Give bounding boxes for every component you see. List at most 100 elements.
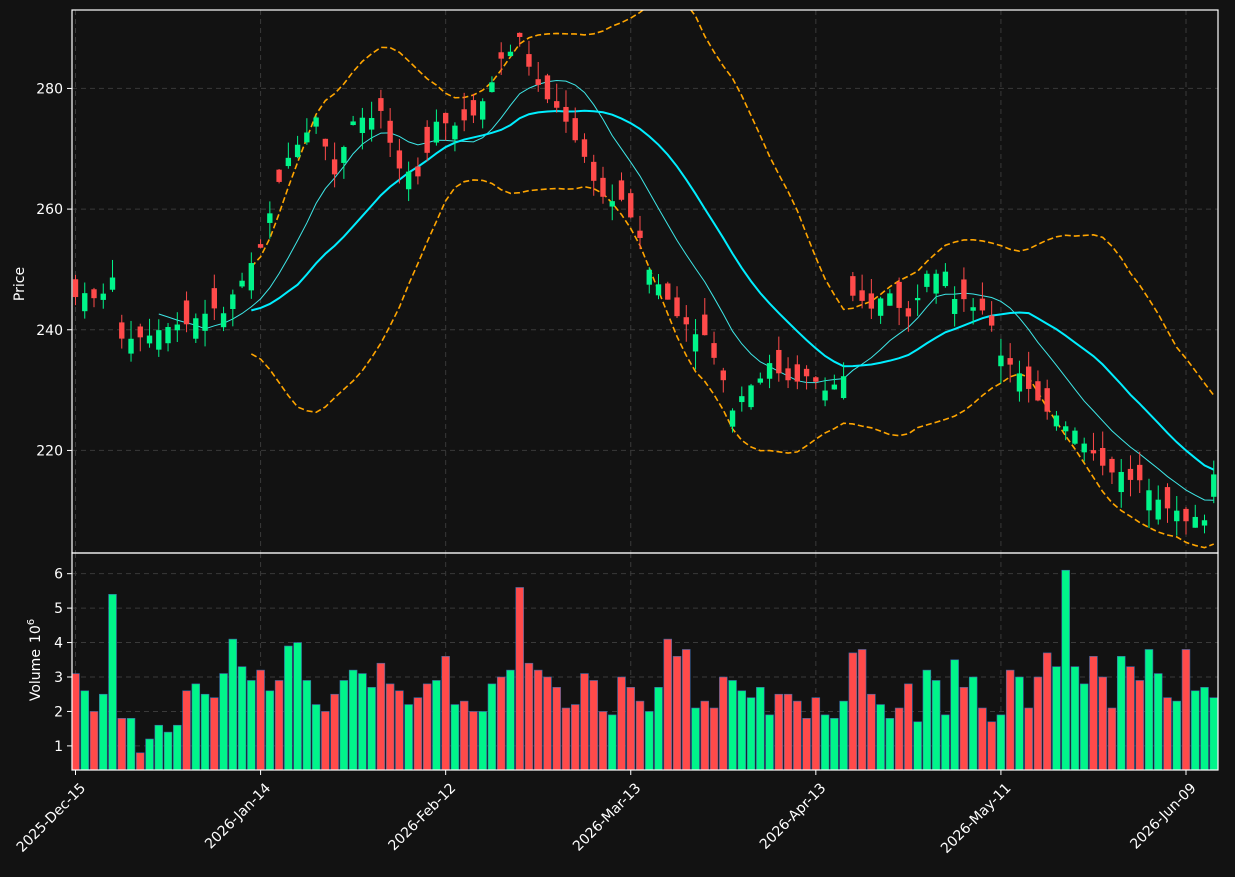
volume-bar: [691, 707, 700, 770]
candlestick: [785, 357, 791, 389]
candle-body: [720, 370, 726, 381]
candle-body: [211, 288, 217, 309]
candlestick: [230, 289, 236, 327]
candle-body: [544, 75, 551, 100]
price-tick-label: 260: [36, 202, 63, 218]
volume-bar: [237, 666, 247, 770]
volume-bar: [820, 714, 830, 770]
volume-bar: [126, 718, 136, 770]
volume-bar: [663, 638, 672, 770]
candle-body: [156, 330, 162, 350]
candle-body: [1127, 468, 1134, 480]
candle-body: [803, 368, 810, 377]
volume-axis-label-exponent-base: 10: [28, 625, 44, 643]
candle-body: [415, 166, 421, 177]
candlestick: [470, 93, 477, 124]
candlestick: [859, 274, 865, 309]
candle-body: [1053, 415, 1060, 427]
volume-bar: [1163, 697, 1172, 770]
volume-bar: [459, 700, 469, 770]
candle-body: [517, 32, 523, 37]
volume-bar: [719, 676, 728, 770]
volume-bar: [645, 711, 654, 770]
candlestick: [702, 298, 708, 336]
candlestick: [877, 296, 884, 324]
candle-body: [1118, 471, 1124, 493]
volume-bar: [117, 718, 127, 770]
candle-body: [988, 315, 995, 326]
volume-bar: [1126, 666, 1135, 770]
volume-bar: [247, 680, 256, 770]
candlestick: [683, 305, 689, 342]
candle-body: [1192, 516, 1198, 528]
candle-body: [128, 338, 134, 354]
volume-bar: [284, 645, 293, 770]
volume-bar: [72, 673, 80, 770]
volume-bar: [857, 649, 867, 770]
volume-bar: [376, 662, 386, 770]
candlestick: [1081, 437, 1087, 462]
volume-bar: [885, 718, 895, 770]
volume-bar: [922, 669, 932, 770]
candlestick: [174, 312, 180, 343]
volume-bar: [1098, 676, 1107, 770]
candle-body: [618, 180, 625, 200]
candlestick: [563, 90, 569, 133]
candle-body: [785, 368, 791, 381]
candle-body: [1090, 450, 1097, 454]
candlestick: [72, 274, 79, 306]
volume-bar: [876, 704, 885, 770]
candle-body: [776, 349, 782, 374]
candlestick: [998, 338, 1004, 384]
candle-body: [646, 269, 652, 285]
volume-bar: [626, 687, 635, 770]
candlestick: [961, 267, 967, 312]
candle-body: [313, 117, 319, 127]
volume-bar: [793, 700, 802, 770]
volume-bar: [598, 711, 608, 770]
candle-body: [165, 327, 171, 344]
candle-body: [609, 201, 615, 207]
volume-bar: [1015, 676, 1024, 770]
candle-body: [183, 300, 190, 325]
candle-body: [942, 271, 949, 287]
candle-body: [859, 290, 865, 301]
candle-body: [230, 294, 236, 310]
candlestick: [507, 44, 514, 57]
candle-body: [72, 279, 79, 298]
candlestick: [1183, 507, 1189, 535]
candle-body: [1016, 373, 1023, 392]
candlestick: [267, 201, 273, 239]
volume-bar: [830, 718, 839, 770]
candlestick: [433, 109, 440, 146]
candle-body: [91, 289, 97, 299]
volume-bar: [543, 676, 552, 770]
candle-body: [424, 126, 430, 153]
volume-tick-label: 4: [54, 636, 63, 652]
candle-body: [711, 343, 717, 358]
candle-body: [257, 244, 264, 248]
volume-bar: [404, 704, 413, 770]
volume-bar: [1154, 673, 1163, 770]
volume-bar: [728, 680, 737, 770]
candle-body: [331, 159, 338, 175]
candle-body: [100, 293, 106, 300]
volume-bar: [478, 711, 487, 770]
candle-body: [526, 54, 532, 67]
volume-bar: [867, 693, 876, 770]
candlestick: [692, 319, 699, 370]
volume-bar: [99, 693, 108, 770]
candle-body: [452, 125, 458, 140]
candlestick: [1192, 504, 1198, 528]
candle-body: [1044, 388, 1050, 412]
volume-bar: [783, 693, 793, 770]
candlestick: [637, 215, 643, 250]
candle-body: [1025, 366, 1032, 389]
candlestick: [331, 142, 338, 188]
candlestick: [248, 252, 255, 299]
volume-bar: [1052, 666, 1061, 770]
candle-body: [294, 144, 301, 158]
candlestick: [109, 259, 116, 292]
volume-bar: [1042, 652, 1052, 770]
